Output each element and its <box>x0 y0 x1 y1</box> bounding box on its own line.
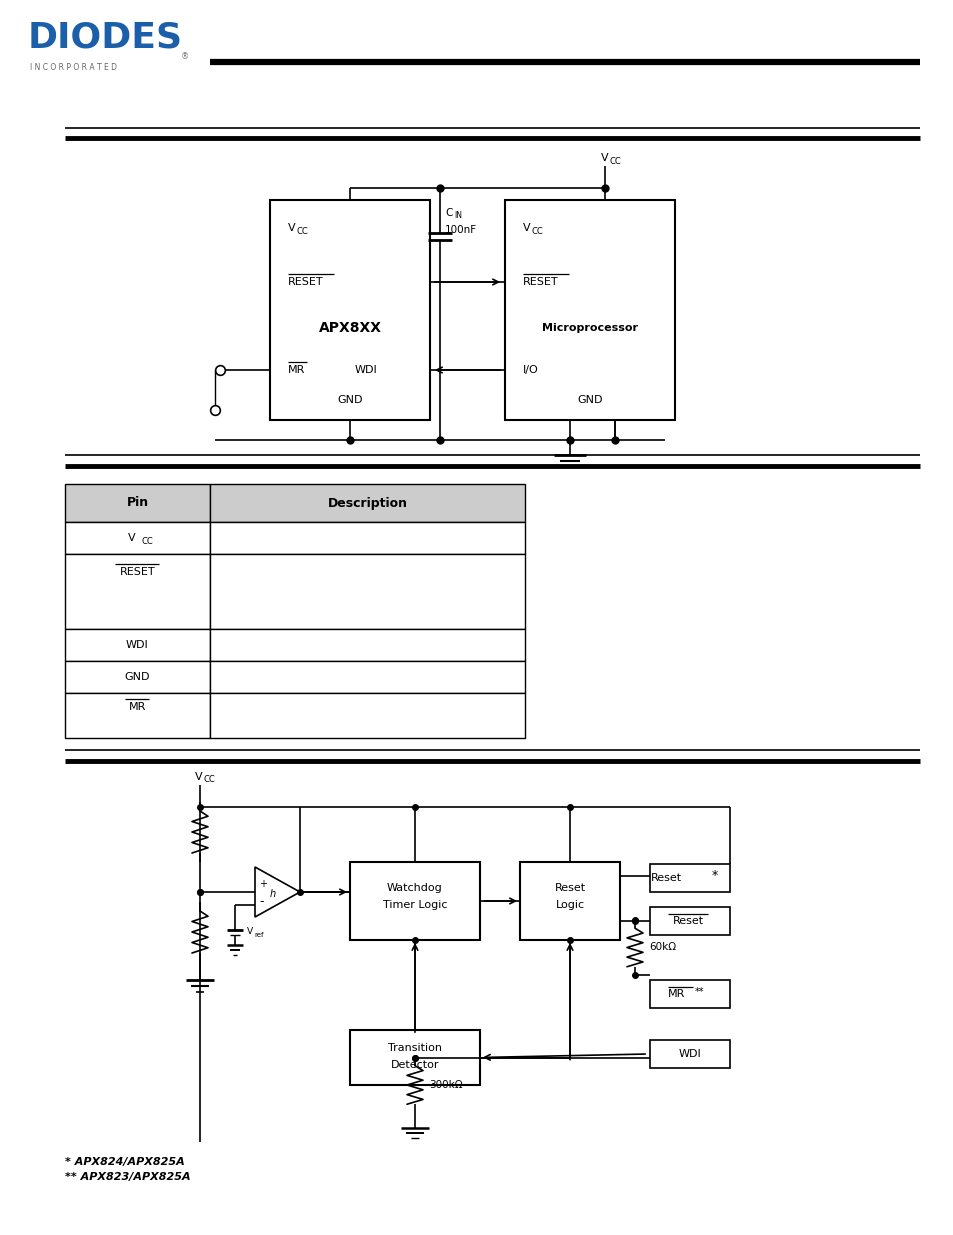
Text: h: h <box>270 889 275 899</box>
Text: APX8XX: APX8XX <box>318 321 381 335</box>
Text: I N C O R P O R A T E D: I N C O R P O R A T E D <box>30 63 117 72</box>
Text: IN: IN <box>454 211 461 221</box>
Text: RESET: RESET <box>119 567 155 577</box>
Text: V: V <box>128 534 135 543</box>
Text: Reset: Reset <box>554 883 585 893</box>
Text: Detector: Detector <box>391 1060 438 1070</box>
Text: ** APX823/APX825A: ** APX823/APX825A <box>65 1172 191 1182</box>
Text: WDI: WDI <box>355 366 377 375</box>
Text: Microprocessor: Microprocessor <box>541 324 638 333</box>
Text: +: + <box>258 879 267 889</box>
Bar <box>210 484 524 522</box>
Text: *: * <box>711 869 718 883</box>
Text: CC: CC <box>141 536 153 546</box>
Bar <box>65 555 210 629</box>
Text: Transition: Transition <box>388 1044 441 1053</box>
Text: CC: CC <box>296 226 309 236</box>
Text: V: V <box>600 153 608 163</box>
Text: RESET: RESET <box>522 277 558 287</box>
Bar <box>649 981 729 1008</box>
Text: V: V <box>247 927 253 936</box>
Bar <box>649 864 729 892</box>
Text: GND: GND <box>577 395 602 405</box>
Bar <box>210 522 524 555</box>
Text: GND: GND <box>337 395 362 405</box>
Text: Watchdog: Watchdog <box>387 883 442 893</box>
Text: CC: CC <box>532 226 543 236</box>
Text: DIODES: DIODES <box>28 20 183 54</box>
Text: * APX824/APX825A: * APX824/APX825A <box>65 1157 185 1167</box>
Bar <box>649 1040 729 1068</box>
Text: **: ** <box>695 987 703 997</box>
Bar <box>504 200 675 420</box>
Text: CC: CC <box>204 776 215 784</box>
Text: ref: ref <box>253 932 263 939</box>
Text: RESET: RESET <box>288 277 323 287</box>
Bar <box>270 200 430 420</box>
Text: WDI: WDI <box>126 640 149 650</box>
Text: 100nF: 100nF <box>444 225 476 235</box>
Text: -: - <box>258 895 263 909</box>
Text: 300kΩ: 300kΩ <box>429 1079 462 1091</box>
Bar <box>65 693 210 739</box>
Text: C: C <box>444 207 452 219</box>
Text: Logic: Logic <box>555 900 584 910</box>
Text: I/O: I/O <box>522 366 538 375</box>
Bar <box>65 484 210 522</box>
Bar <box>350 1030 479 1086</box>
Text: MR: MR <box>129 701 146 713</box>
Bar <box>65 629 210 661</box>
Text: Description: Description <box>327 496 407 510</box>
Text: MR: MR <box>288 366 305 375</box>
Text: 60kΩ: 60kΩ <box>648 942 676 952</box>
Text: GND: GND <box>125 672 150 682</box>
Text: CC: CC <box>609 157 621 165</box>
Text: Timer Logic: Timer Logic <box>382 900 447 910</box>
Text: V: V <box>288 224 295 233</box>
Text: ®: ® <box>181 52 189 61</box>
Text: MR: MR <box>667 989 684 999</box>
Bar <box>210 629 524 661</box>
Bar <box>210 661 524 693</box>
Text: Reset: Reset <box>672 916 702 926</box>
Bar <box>65 661 210 693</box>
Bar <box>519 862 619 940</box>
Polygon shape <box>254 867 299 918</box>
Text: V: V <box>522 224 530 233</box>
Text: Pin: Pin <box>127 496 149 510</box>
Bar <box>210 693 524 739</box>
Bar <box>65 522 210 555</box>
Bar <box>350 862 479 940</box>
Text: Reset: Reset <box>650 873 681 883</box>
Text: WDI: WDI <box>678 1049 700 1058</box>
Bar <box>649 906 729 935</box>
Text: V: V <box>194 772 202 782</box>
Bar <box>210 555 524 629</box>
